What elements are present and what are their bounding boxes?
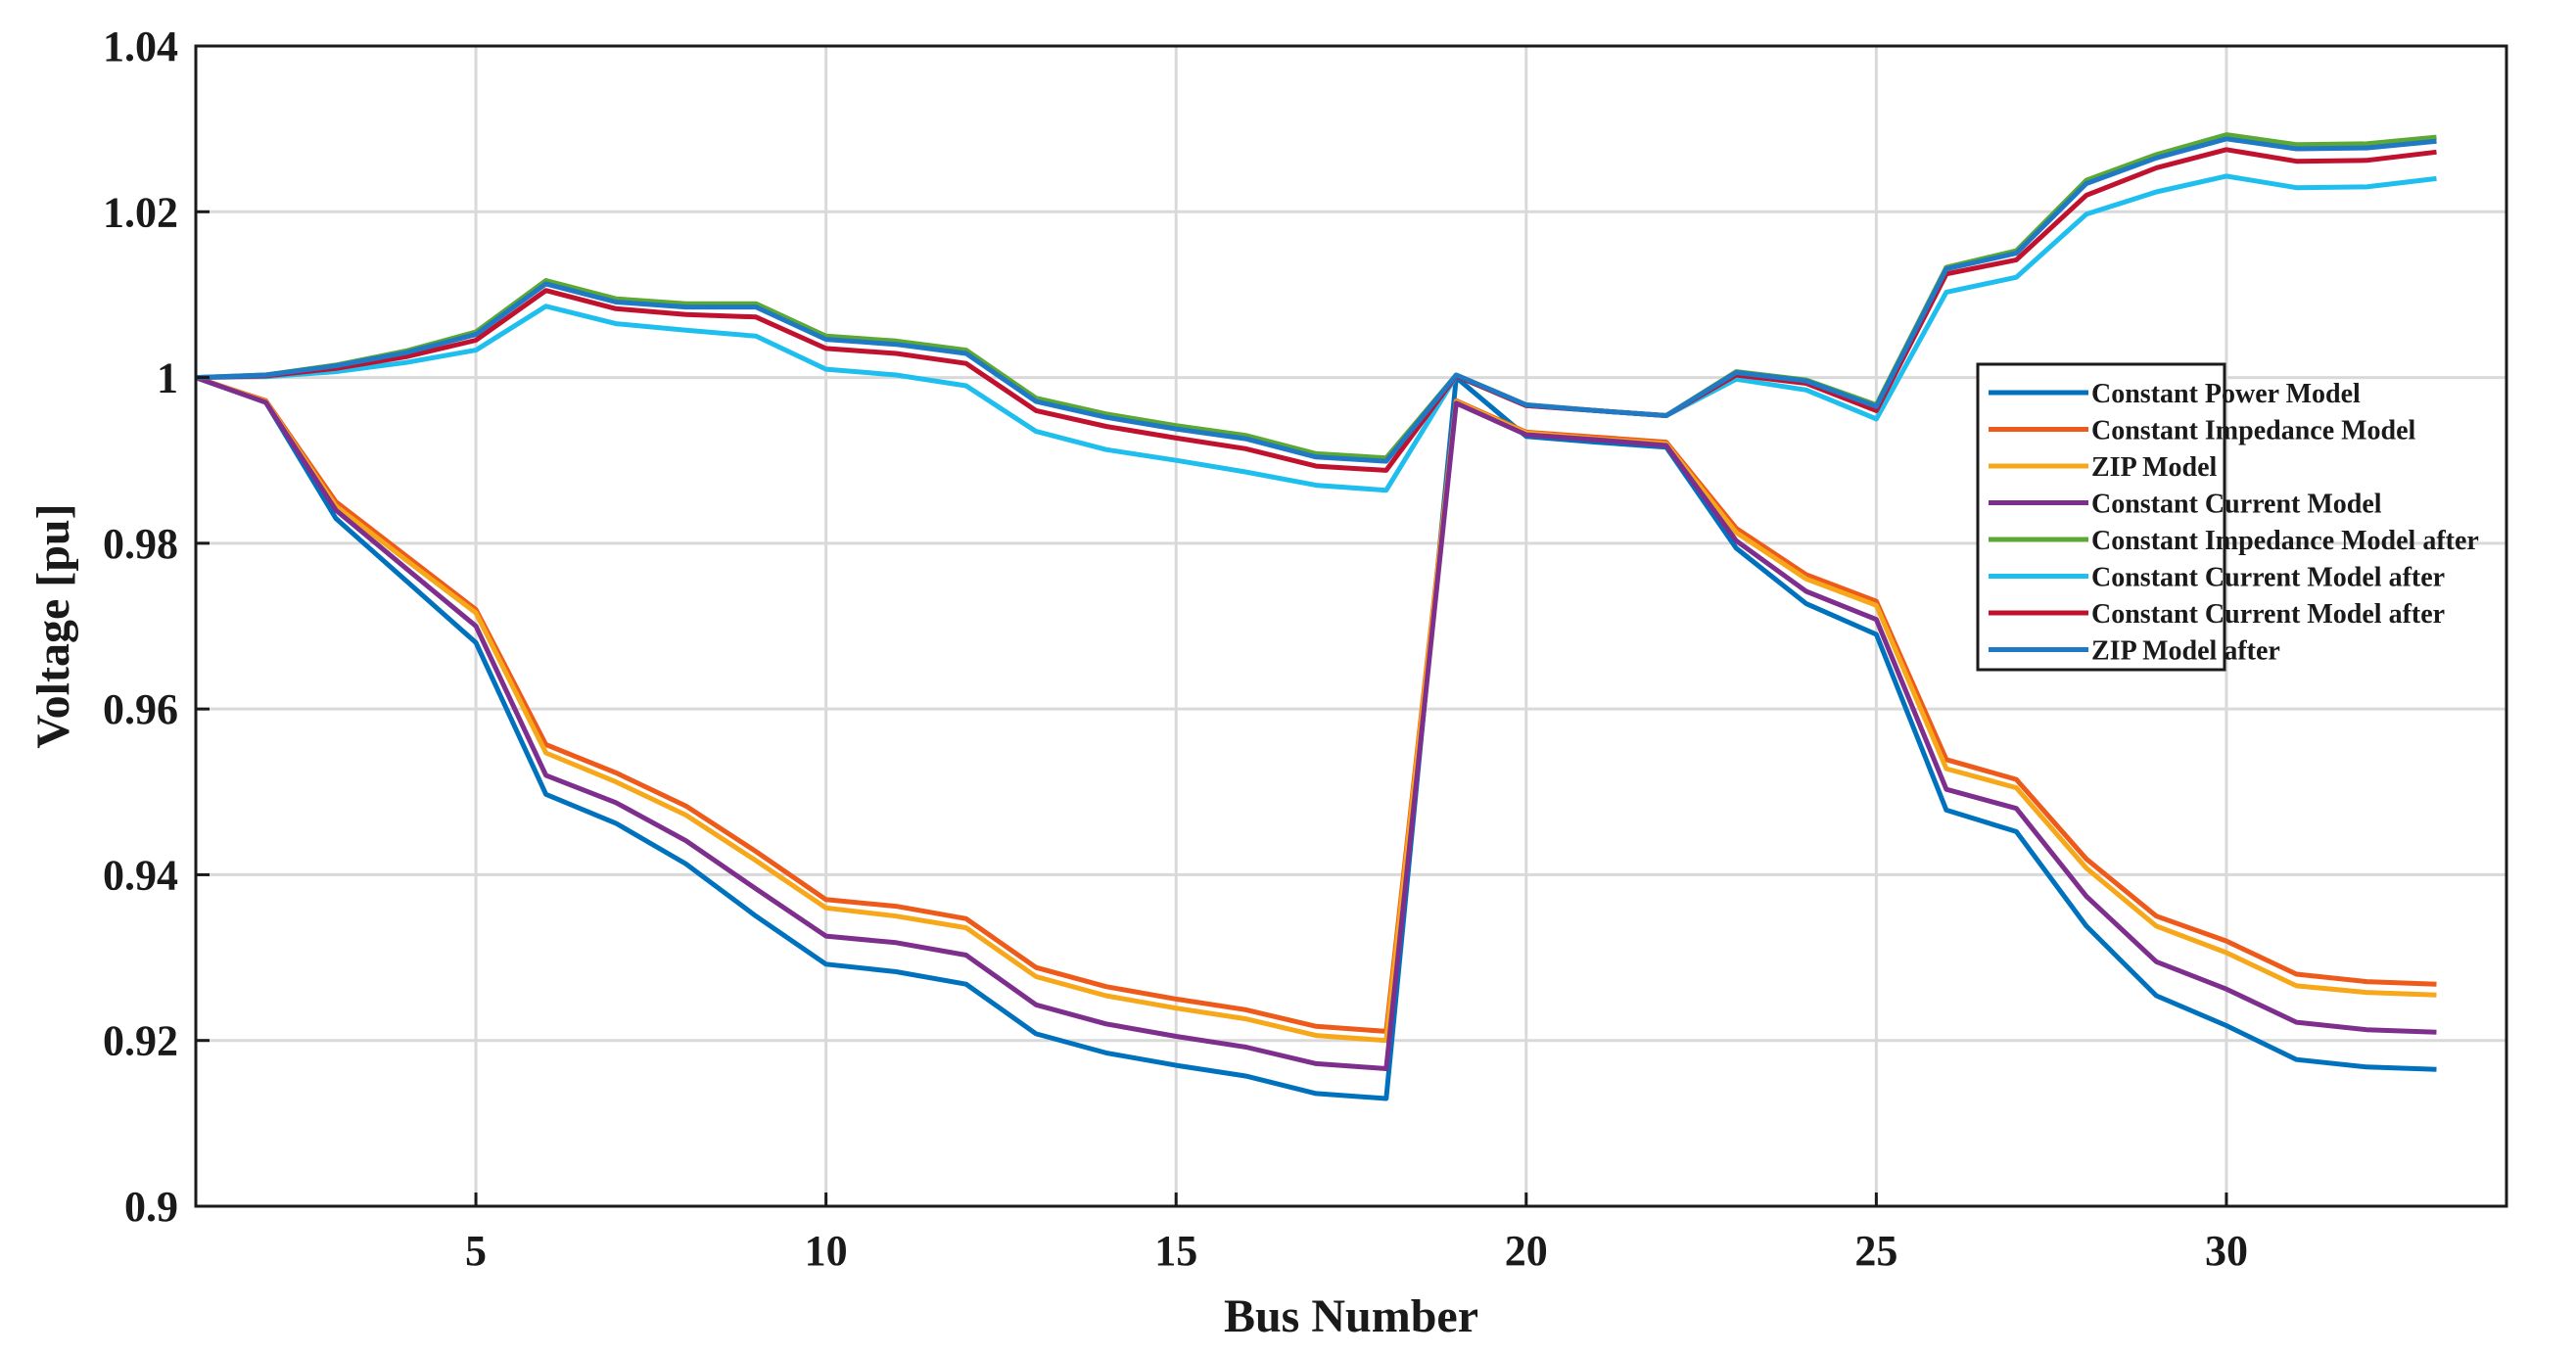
- legend: Constant Power Model Constant Impedance M…: [1976, 362, 2479, 672]
- x-tick-label: 5: [465, 1227, 487, 1275]
- series-line-6: [195, 173, 2437, 493]
- legend-label-5: Constant Impedance Model after: [2091, 526, 2479, 556]
- x-axis-label: Bus Number: [1224, 1290, 1478, 1342]
- x-tick-label: 15: [1154, 1227, 1197, 1275]
- series-line-3: [195, 375, 2437, 1044]
- legend-label-2: Constant Impedance Model: [2091, 416, 2416, 446]
- x-axis-ticks: 5 10 15 20 25 30: [465, 1193, 2248, 1275]
- series-line-4: [195, 375, 2437, 1071]
- y-tick-label: 1.04: [103, 23, 178, 70]
- legend-label-6: Constant Current Model after: [2091, 563, 2445, 593]
- legend-label-8: ZIP Model after: [2091, 636, 2280, 667]
- legend-label-7: Constant Current Model after: [2091, 599, 2445, 630]
- x-tick-label: 25: [1854, 1227, 1897, 1275]
- series-line-2: [195, 375, 2437, 1034]
- series-line-7: [195, 147, 2437, 473]
- y-axis-ticks: 0.9 0.92 0.94 0.96 0.98 1 1.02 1.04: [103, 23, 210, 1231]
- series-line-1: [195, 375, 2437, 1101]
- series-line-8: [195, 136, 2437, 464]
- legend-label-3: ZIP Model: [2091, 452, 2218, 483]
- legend-label-1: Constant Power Model: [2091, 379, 2361, 409]
- y-tick-label: 0.96: [103, 685, 178, 733]
- y-tick-label: 0.9: [124, 1183, 178, 1231]
- x-tick-label: 30: [2205, 1227, 2248, 1275]
- y-tick-label: 0.98: [103, 520, 178, 568]
- legend-label-4: Constant Current Model: [2091, 490, 2382, 520]
- y-tick-label: 0.92: [103, 1017, 178, 1065]
- series-lines: [195, 132, 2437, 1101]
- y-tick-label: 1: [157, 354, 178, 402]
- x-tick-label: 10: [805, 1227, 848, 1275]
- x-tick-label: 20: [1505, 1227, 1548, 1275]
- y-tick-label: 1.02: [103, 188, 178, 236]
- plot-frame: [194, 44, 2508, 1208]
- y-tick-label: 0.94: [103, 851, 178, 899]
- legend-box: [1976, 362, 2226, 672]
- y-axis-label: Voltage [pu]: [27, 503, 79, 748]
